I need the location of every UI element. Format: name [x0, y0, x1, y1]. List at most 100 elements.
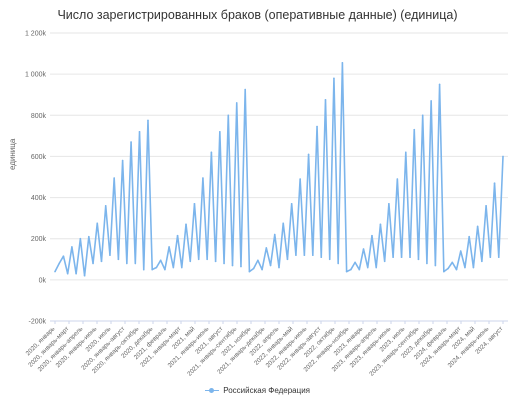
y-tick-label: 1 000k [25, 72, 47, 79]
data-point [227, 114, 230, 117]
data-point [295, 254, 297, 256]
data-point [113, 177, 115, 179]
data-point [337, 262, 339, 265]
data-point [468, 235, 470, 238]
data-point [409, 256, 411, 259]
y-tick-label: 200k [31, 236, 47, 243]
data-point [320, 256, 323, 259]
data-point [396, 178, 399, 180]
data-point [362, 248, 365, 250]
data-point [421, 114, 424, 117]
data-point [358, 268, 361, 271]
data-point [104, 205, 107, 207]
data-point [282, 222, 285, 225]
data-point [189, 260, 192, 263]
data-point [117, 258, 120, 261]
data-point [155, 266, 158, 269]
data-point [426, 262, 428, 265]
y-tick-label: 800k [31, 113, 47, 120]
data-point [324, 99, 327, 101]
data-point [400, 256, 403, 259]
data-point [451, 261, 454, 264]
data-point [121, 159, 124, 162]
data-point [100, 260, 103, 263]
data-point [345, 270, 348, 273]
data-point [244, 88, 246, 91]
data-point [71, 246, 73, 248]
series-line [54, 62, 504, 277]
data-point [417, 258, 420, 261]
data-point [383, 260, 386, 263]
data-point [472, 266, 475, 269]
data-point [138, 130, 141, 133]
data-point [350, 268, 352, 271]
data-point [193, 202, 196, 205]
data-point [223, 262, 225, 265]
data-point [172, 266, 175, 269]
data-point [235, 102, 238, 104]
data-point [206, 258, 208, 261]
data-point [147, 119, 149, 122]
data-point [341, 62, 344, 64]
data-point [159, 259, 162, 262]
data-point [485, 205, 487, 207]
data-point [392, 256, 394, 259]
data-point [273, 233, 276, 236]
data-point [489, 256, 492, 259]
y-tick-label: 1 200k [25, 31, 47, 38]
data-point [333, 77, 335, 80]
data-point [252, 267, 255, 270]
data-point [92, 262, 94, 265]
data-point [231, 264, 234, 267]
data-point [210, 151, 213, 154]
data-point [430, 100, 432, 102]
data-point [142, 268, 145, 271]
data-point [62, 255, 65, 257]
data-point [434, 264, 437, 267]
y-tick-label: -200k [28, 319, 46, 326]
data-point [443, 270, 445, 273]
data-point [303, 254, 306, 256]
data-point [66, 272, 69, 275]
data-point [214, 260, 217, 263]
data-point [168, 246, 170, 248]
data-point [379, 223, 382, 226]
data-point [269, 264, 272, 267]
data-point [202, 177, 204, 179]
data-point [54, 270, 56, 273]
data-point [459, 250, 462, 252]
data-point [481, 260, 483, 263]
data-point [176, 234, 179, 237]
y-tick-label: 0k [39, 277, 47, 284]
data-point [307, 153, 310, 156]
data-point [371, 234, 373, 237]
data-point [83, 274, 86, 277]
data-point [404, 151, 407, 154]
data-point [88, 235, 90, 238]
data-point [180, 266, 183, 269]
data-point [316, 125, 318, 128]
legend[interactable]: Российская Федерация [0, 386, 515, 395]
data-point [286, 258, 289, 261]
data-point [299, 178, 301, 180]
data-point [58, 262, 61, 265]
data-point [197, 258, 200, 261]
data-point [493, 182, 496, 184]
data-point [455, 268, 458, 271]
data-point [312, 254, 314, 256]
data-point [438, 83, 441, 86]
chart-title: Число зарегистрированных браков (операти… [57, 8, 458, 22]
data-point [109, 254, 111, 256]
data-point [447, 267, 449, 270]
data-point [476, 225, 479, 228]
data-point [75, 272, 77, 275]
legend-series-marker [204, 387, 219, 395]
data-point [96, 222, 99, 225]
data-point [388, 202, 390, 205]
data-point [366, 266, 369, 269]
legend-series-label: Российская Федерация [223, 386, 311, 395]
data-point [464, 266, 466, 269]
data-point [257, 259, 259, 262]
data-point [261, 268, 263, 271]
